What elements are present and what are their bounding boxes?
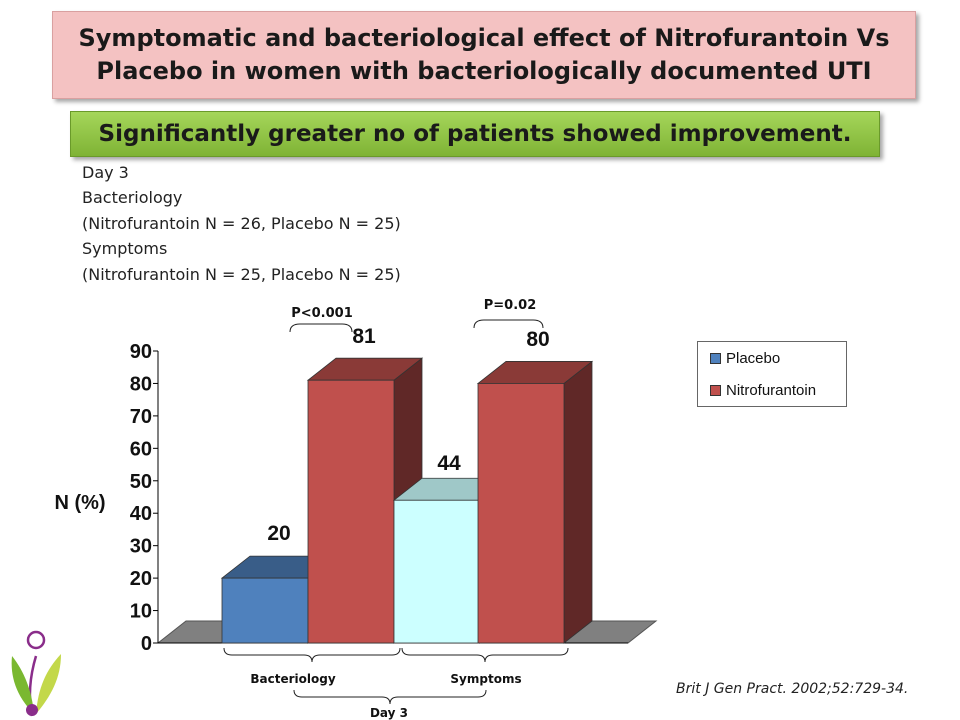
bar-front [477,383,565,644]
leaf-logo-icon [11,630,61,717]
legend-item-nitrofurantoin: Nitrofurantoin [710,382,816,399]
info-line: (Nitrofurantoin N = 25, Placebo N = 25) [82,264,401,284]
y-tick-label: 80 [130,373,152,395]
info-line: (Nitrofurantoin N = 26, Placebo N = 25) [82,213,401,233]
x-tick-label: Symptoms [450,672,521,686]
y-tick-label: 0 [141,633,152,655]
data-label: 20 [267,522,290,545]
category-brace [401,647,569,663]
p-value-label: P=0.02 [484,298,537,313]
info-line: Symptoms [82,239,168,259]
significance-bracket [289,323,353,333]
bar-front [393,499,481,644]
slide-title-line-2: Placebo in women with bacteriologically … [96,57,872,85]
info-line: Day 3 [82,163,129,182]
data-label: 81 [352,325,376,348]
group-brace [293,689,487,705]
chart-legend: Placebo Nitrofurantoin [697,341,847,407]
y-tick-label: 20 [130,568,152,590]
y-tick-label: 10 [130,601,152,623]
p-value-label: P<0.001 [291,306,353,321]
bar-front [307,379,395,644]
bar-front [221,577,309,644]
legend-swatch-placebo [710,353,721,364]
bar-side [563,360,593,644]
x-group-label: Day 3 [370,706,408,720]
legend-swatch-nitrofurantoin [710,385,721,396]
y-tick-label: 60 [130,438,152,460]
data-label: 80 [526,328,549,351]
y-tick-label: 30 [130,536,152,558]
info-line: Bacteriology [82,188,183,208]
bar-nitrofurantoin-symptoms [476,360,594,644]
y-tick-label: 40 [130,503,152,525]
slide-subtitle-text: Significantly greater no of patients sho… [98,121,852,147]
slide-title: Symptomatic and bacteriological effect o… [52,11,916,99]
y-tick-label: 50 [130,471,152,493]
slide-subtitle: Significantly greater no of patients sho… [70,111,880,157]
data-label: 44 [437,452,461,475]
y-tick-label: 90 [130,341,152,363]
significance-bracket [473,319,544,329]
citation: Brit J Gen Pract. 2002;52:729-34. [676,681,909,697]
category-brace [223,647,401,663]
y-axis-label: N (%) [54,492,105,514]
legend-label: Nitrofurantoin [726,382,817,399]
x-tick-label: Bacteriology [250,672,335,686]
y-tick-label: 70 [130,406,152,428]
study-info: Day 3 Bacteriology (Nitrofurantoin N = 2… [82,160,401,287]
slide-title-line-1: Symptomatic and bacteriological effect o… [78,24,890,52]
legend-label: Placebo [726,350,781,367]
legend-item-placebo: Placebo [710,350,780,367]
